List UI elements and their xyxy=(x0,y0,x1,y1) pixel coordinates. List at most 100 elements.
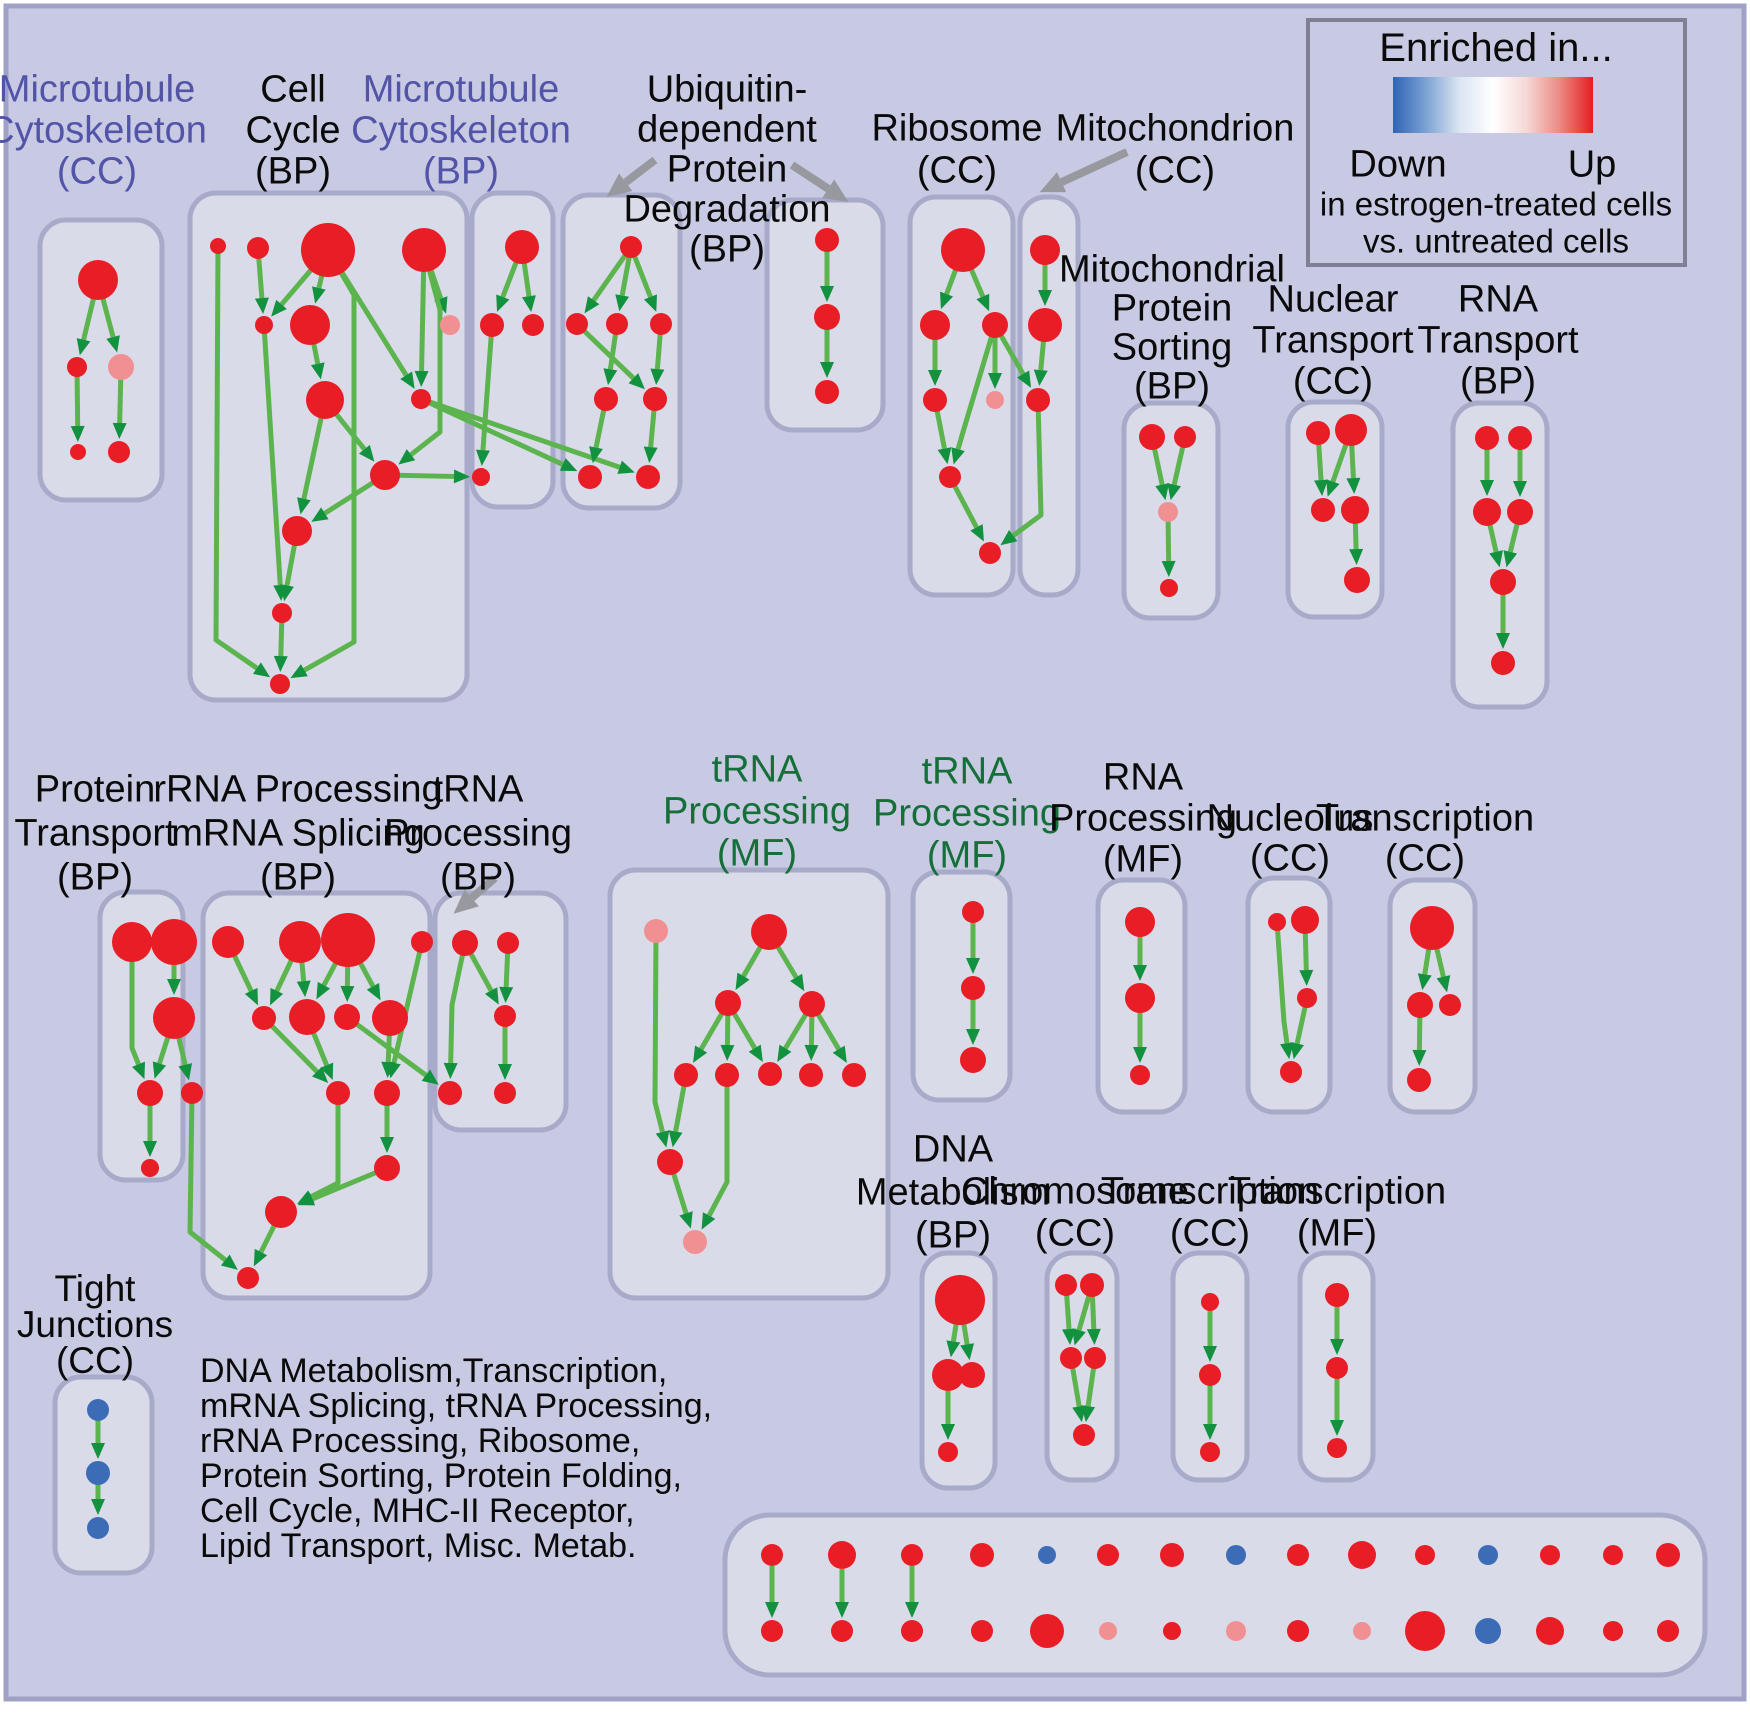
cluster-label-ubiquitin-line5: (BP) xyxy=(689,228,765,270)
edge-rr_j-rr_k-arrowhead-icon xyxy=(380,1137,394,1153)
cluster-label-nuc_trans-line2: Transport xyxy=(1252,319,1414,361)
bottom-pair-4-top-node xyxy=(1038,1546,1056,1564)
bottom-pair-3-top-node xyxy=(970,1543,994,1567)
go-term-node-tj_b xyxy=(86,1461,110,1485)
edge-tb_a-tb_d-line xyxy=(448,942,468,1064)
cluster-label-trans_mf-line1: Transcription xyxy=(1228,1170,1446,1212)
cluster-label-rna_trans-line1: RNA xyxy=(1458,278,1539,320)
edge-nt_b-nt_d-arrowhead-icon xyxy=(1346,477,1361,495)
cluster-label-trna_mf2-line1: tRNA xyxy=(922,750,1013,792)
misc-terms-text-line3: rRNA Processing, Ribosome, xyxy=(200,1422,640,1460)
go-term-node-mit_a xyxy=(1030,235,1060,265)
go-term-node-mtcc_d xyxy=(70,444,86,460)
cluster-label-nucleolus-line2: (CC) xyxy=(1250,837,1330,879)
edge-tm_d-tm_h-arrowhead-icon xyxy=(804,1044,819,1062)
bottom-pair-9-top-node xyxy=(1348,1541,1376,1569)
go-term-node-t3_a xyxy=(1325,1283,1349,1307)
edge-cc_l-cc_m-arrowhead-icon xyxy=(273,655,288,673)
bottom-pair-8-bottom-node xyxy=(1287,1620,1309,1642)
go-term-node-ub_f xyxy=(578,465,602,489)
bottom-pair-9-bottom-node xyxy=(1353,1622,1371,1640)
go-term-node-tm_h xyxy=(799,1063,823,1087)
edge-tm_a-tm_j-line xyxy=(652,930,665,1133)
go-term-node-mps_d xyxy=(1160,579,1178,597)
go-term-node-ub2_b xyxy=(814,304,840,330)
bottom-pair-6-top-node xyxy=(1160,1543,1184,1567)
bottom-pair-0-bottom-node xyxy=(761,1620,783,1642)
go-term-node-rr_h xyxy=(372,1000,408,1036)
edge-dm_b-dm_d-arrowhead-icon xyxy=(941,1424,955,1440)
go-term-node-mps_c xyxy=(1158,502,1178,522)
cluster-box-nucleolus-cc xyxy=(1245,875,1333,1115)
go-term-node-rib_c xyxy=(982,312,1008,338)
edge-nu_b-nu_c-arrowhead-icon xyxy=(1299,969,1314,987)
bottom-pair-12-bottom-node xyxy=(1536,1617,1564,1645)
edge-rr_e-rr_i-arrowhead-icon xyxy=(311,1066,329,1084)
edge-tm_b-tm_d-arrowhead-icon xyxy=(790,973,805,992)
go-term-node-rm_c xyxy=(1130,1065,1150,1085)
go-term-node-tj_a xyxy=(87,1399,109,1421)
go-term-node-tm_a xyxy=(644,919,668,943)
go-term-node-tb_d xyxy=(438,1081,462,1105)
go-term-node-nt_e xyxy=(1344,567,1370,593)
cluster-label-nuc_trans-line3: (CC) xyxy=(1293,360,1373,402)
legend-up-label: Up xyxy=(1568,143,1617,185)
edge-pt_d-pt_f-arrowhead-icon xyxy=(143,1141,157,1157)
go-term-node-tm2_b xyxy=(961,976,985,1000)
ubiquitin-left-pointer-arrowhead-icon xyxy=(606,173,633,197)
edge-rr_k-rr_l-arrowhead-icon xyxy=(297,1192,316,1206)
go-term-node-tm_i xyxy=(842,1063,866,1087)
go-term-node-mtcc_b xyxy=(67,357,87,377)
edge-rr_g-tb_d-line xyxy=(345,1014,428,1078)
edge-rib_c-rib_f-arrowhead-icon xyxy=(951,447,965,465)
go-term-node-ch_a xyxy=(1055,1274,1077,1296)
go-term-node-ch_c xyxy=(1060,1347,1082,1369)
go-term-node-rr_l xyxy=(265,1196,297,1228)
go-term-node-rt_e xyxy=(1490,569,1516,595)
go-term-node-rr_a xyxy=(212,926,244,958)
go-term-node-rib_e xyxy=(986,391,1004,409)
edge-rr_h-rr_j-arrowhead-icon xyxy=(381,1061,396,1079)
edge-mtcc_a-mtcc_c-arrowhead-icon xyxy=(106,335,120,353)
go-term-node-tm_e xyxy=(674,1063,698,1087)
go-term-node-tm_j xyxy=(657,1149,683,1175)
bottom-pair-6-bottom-node xyxy=(1163,1622,1181,1640)
cluster-label-rrna-line1: rRNA Processing xyxy=(153,768,442,810)
go-term-node-nt_b xyxy=(1335,414,1367,446)
edge-ub2_b-ub2_c-arrowhead-icon xyxy=(820,362,834,378)
bottom-pair-13-bottom-node xyxy=(1603,1621,1623,1641)
misc-terms-text-line6: Lipid Transport, Misc. Metab. xyxy=(200,1527,637,1565)
edge-pt_e-rr_m-line xyxy=(187,1092,227,1262)
edge-ch_b-ch_c-arrowhead-icon xyxy=(1072,1328,1086,1346)
edge-cc_c-cc_m-arrowhead-icon xyxy=(290,664,308,679)
bottom-pair-5-bottom-node xyxy=(1099,1622,1117,1640)
edge-nt_d-nt_e-arrowhead-icon xyxy=(1349,548,1364,566)
go-term-node-cc_b xyxy=(247,237,269,259)
edge-mit_c-rib_g-line xyxy=(1011,399,1044,538)
cluster-label-mt_bp-line2: Cytoskeleton xyxy=(351,109,571,151)
edge-cc_c-cc_f-arrowhead-icon xyxy=(312,286,326,304)
cluster-label-mitochondrion-line1: Mitochondrion xyxy=(1056,107,1295,149)
edge-rib_c-rib_f-line xyxy=(955,324,998,450)
edge-tm_f-tm_k-line xyxy=(706,1075,730,1217)
edge-tm_b-tm_c-arrowhead-icon xyxy=(735,972,750,991)
edge-tb_b-tb_c-arrowhead-icon xyxy=(499,986,514,1004)
go-term-node-cc_j xyxy=(370,460,400,490)
cluster-label-mt_cc-line2: Cytoskeleton xyxy=(0,109,207,151)
cluster-label-trna_mf2-line2: Processing xyxy=(873,792,1061,834)
go-term-node-dm_c xyxy=(959,1362,985,1388)
cluster-label-mitochondrion-line2: (CC) xyxy=(1135,149,1215,191)
edge-cc_j-cc_k-arrowhead-icon xyxy=(311,507,329,522)
go-term-node-mit_b xyxy=(1028,308,1062,342)
edge-rr_a-rr_e-arrowhead-icon xyxy=(244,987,259,1006)
edge-ub_e-ub_g-arrowhead-icon xyxy=(643,446,658,464)
edge-rib_a-rib_b-arrowhead-icon xyxy=(939,291,954,310)
cluster-label-chromosome-line1: Chromosome xyxy=(961,1170,1189,1212)
edge-mit_c-rib_g-arrowhead-icon xyxy=(1000,530,1018,546)
edge-mtbp_b-mtbp_d-line xyxy=(480,324,495,451)
go-term-node-tc_a xyxy=(1410,906,1454,950)
edge-t3_a-t3_b-arrowhead-icon xyxy=(1330,1339,1344,1355)
go-term-node-mtbp_c xyxy=(522,314,544,336)
edge-ch_d-ch_e-arrowhead-icon xyxy=(1081,1405,1096,1423)
